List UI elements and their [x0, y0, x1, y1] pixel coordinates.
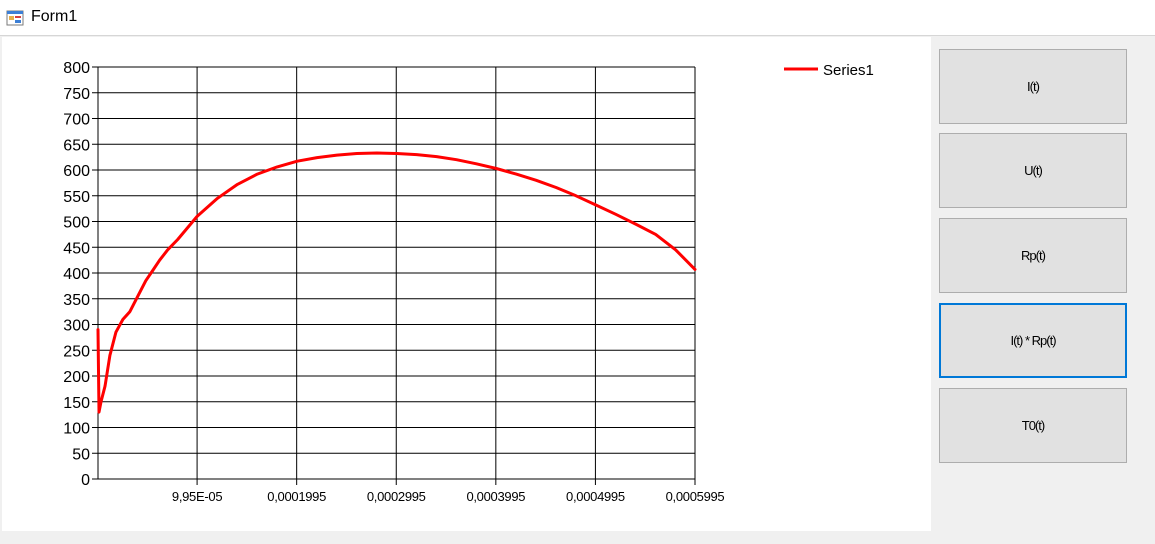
y-tick-label: 0 [81, 472, 90, 489]
legend-label: Series1 [823, 62, 874, 79]
t0t-button[interactable]: T0(t) [939, 388, 1127, 463]
x-tick-label: 0,0002995 [367, 489, 426, 504]
y-tick-label: 800 [63, 60, 90, 77]
app-icon [6, 10, 24, 26]
y-tick-label: 250 [63, 343, 90, 360]
title-bar: Form1 [0, 0, 1155, 36]
y-tick-label: 600 [63, 163, 90, 180]
y-tick-label: 50 [72, 446, 90, 463]
line-chart: 0 50 100 150 200 250 300 350 400 450 500 550 600 650 7… [63, 60, 874, 504]
y-tick-label: 450 [63, 240, 90, 257]
y-tick-label: 550 [63, 189, 90, 206]
y-tick-label: 300 [63, 318, 90, 335]
series-line-series1 [96, 151, 697, 414]
x-tick-label: 0,0003995 [466, 489, 525, 504]
x-tick-label: 0,0001995 [267, 489, 326, 504]
y-tick-label: 700 [63, 112, 90, 129]
rpt-button[interactable]: Rp(t) [939, 218, 1127, 293]
x-tick-label: 9,95E-05 [172, 489, 222, 504]
chart-panel: 0 50 100 150 200 250 300 350 400 450 500 550 600 650 7… [2, 37, 931, 531]
y-tick-label: 750 [63, 86, 90, 103]
x-tick-label: 0,0004995 [566, 489, 625, 504]
ut-button[interactable]: U(t) [939, 133, 1127, 208]
y-tick-label: 150 [63, 395, 90, 412]
it-button[interactable]: I(t) [939, 49, 1127, 124]
y-tick-label: 350 [63, 292, 90, 309]
x-tick-label: 0,0005995 [666, 489, 725, 504]
y-tick-label: 400 [63, 266, 90, 283]
y-tick-label: 200 [63, 369, 90, 386]
y-tick-label: 500 [63, 215, 90, 232]
window-title: Form1 [31, 8, 78, 25]
it-rpt-button[interactable]: I(t) * Rp(t) [939, 303, 1127, 378]
y-tick-label: 650 [63, 137, 90, 154]
y-tick-label: 100 [63, 421, 90, 438]
